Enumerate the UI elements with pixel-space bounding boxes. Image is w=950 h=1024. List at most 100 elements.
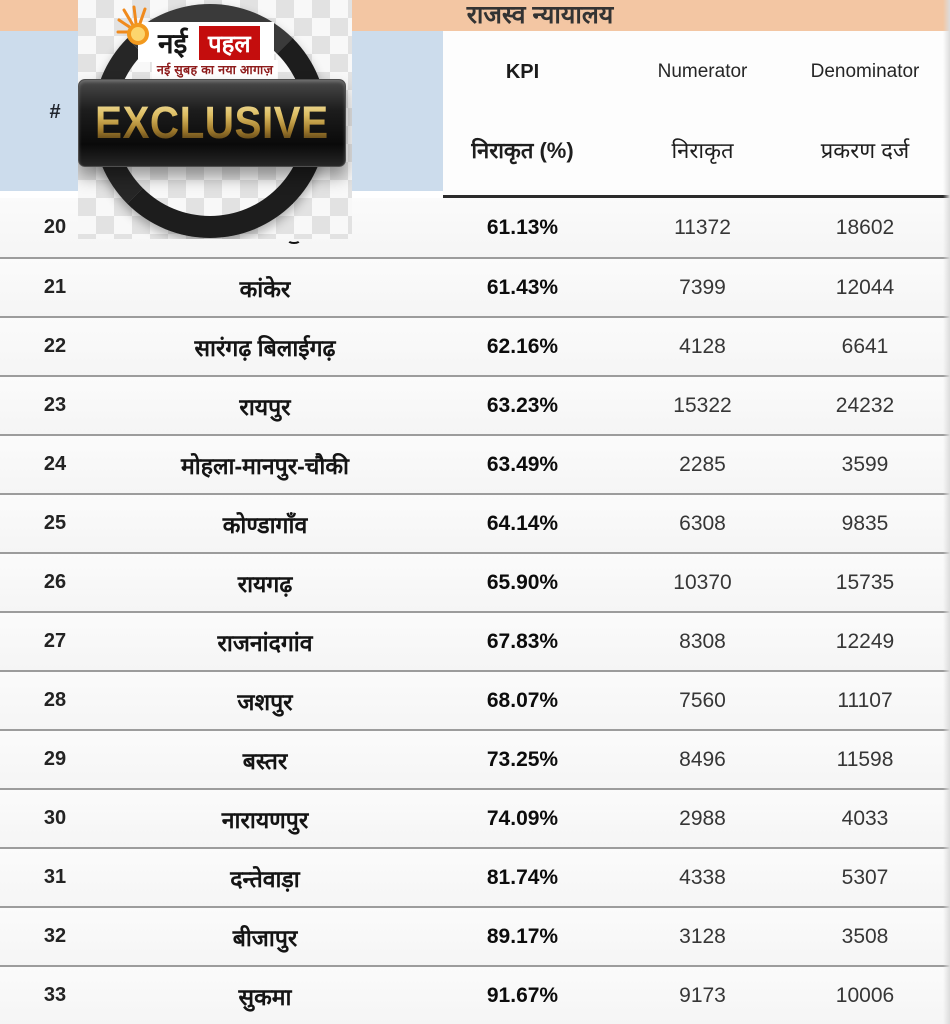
numerator-value: 6308 bbox=[679, 511, 726, 535]
row-index: 31 bbox=[43, 866, 67, 888]
kpi-value: 63.49% bbox=[486, 452, 559, 476]
numerator-value: 2285 bbox=[679, 452, 726, 476]
brand-word-primary: नई bbox=[158, 28, 188, 59]
district-name: राजनांदगांव bbox=[217, 629, 313, 656]
denominator-value: 12249 bbox=[835, 629, 895, 653]
denominator-column-header: Denominator bbox=[810, 61, 920, 82]
numerator-value: 7560 bbox=[679, 688, 726, 712]
watermark-stamp: नई पहल नई सुबह का नया आगाज़ EXCLUSIVE bbox=[78, 0, 352, 239]
district-name: कांकेर bbox=[239, 275, 291, 302]
header-right-panel bbox=[443, 31, 950, 198]
district-name: बीजापुर bbox=[232, 924, 298, 951]
denominator-value: 15735 bbox=[835, 570, 895, 594]
kpi-value: 62.16% bbox=[486, 334, 559, 358]
denominator-value: 3508 bbox=[841, 924, 889, 948]
table-row: 32 बीजापुर 89.17% 3128 3508 bbox=[0, 906, 950, 965]
numerator-value: 11372 bbox=[674, 215, 731, 239]
district-name: दन्तेवाड़ा bbox=[230, 865, 300, 892]
numerator-column-subheader: निराकृत bbox=[671, 138, 734, 163]
denominator-value: 6641 bbox=[841, 334, 889, 358]
numerator-value: 9173 bbox=[679, 983, 726, 1007]
denominator-value: 9835 bbox=[841, 511, 889, 535]
table-header: # KPI निराकृत (%) Numerator निराकृत Deno… bbox=[0, 31, 950, 198]
district-name: मोहला-मानपुर-चौकी bbox=[181, 452, 349, 479]
table-row: 21 कांकेर 61.43% 7399 12044 bbox=[0, 257, 950, 316]
denominator-column-subheader: प्रकरण दर्ज bbox=[820, 138, 910, 163]
denominator-value: 11107 bbox=[837, 688, 893, 712]
kpi-value: 74.09% bbox=[486, 806, 559, 830]
row-index: 32 bbox=[43, 925, 67, 947]
row-index: 25 bbox=[43, 512, 67, 534]
district-name: जशपुर bbox=[237, 688, 293, 715]
district-name: सारंगढ़ बिलाईगढ़ bbox=[194, 334, 336, 361]
table-row: 25 कोण्डागाँव 64.14% 6308 9835 bbox=[0, 493, 950, 552]
row-index: 30 bbox=[43, 807, 67, 829]
exclusive-banner: EXCLUSIVE bbox=[78, 79, 346, 167]
kpi-column-subheader: निराकृत (%) bbox=[471, 138, 574, 163]
row-index: 22 bbox=[43, 335, 67, 357]
table-row: 27 राजनांदगांव 67.83% 8308 12249 bbox=[0, 611, 950, 670]
table-row: 24 मोहला-मानपुर-चौकी 63.49% 2285 3599 bbox=[0, 434, 950, 493]
table-row: 23 रायपुर 63.23% 15322 24232 bbox=[0, 375, 950, 434]
index-column-header: # bbox=[49, 101, 61, 123]
denominator-value: 24232 bbox=[835, 393, 895, 417]
kpi-value: 61.43% bbox=[486, 275, 559, 299]
denominator-value: 10006 bbox=[835, 983, 895, 1007]
kpi-value: 67.83% bbox=[486, 629, 559, 653]
table-body: 20 61.13% 11372 18602 21 कांकेर 61.43% 7399 1204… bbox=[0, 198, 950, 1024]
kpi-value: 73.25% bbox=[486, 747, 559, 771]
table-row: 33 सुकमा 91.67% 9173 10006 bbox=[0, 965, 950, 1024]
denominator-value: 3599 bbox=[841, 452, 889, 476]
kpi-value: 81.74% bbox=[486, 865, 559, 889]
table-row: 22 सारंगढ़ बिलाईगढ़ 62.16% 4128 6641 bbox=[0, 316, 950, 375]
district-name: सुकमा bbox=[238, 983, 292, 1010]
table-row: 30 नारायणपुर 74.09% 2988 4033 bbox=[0, 788, 950, 847]
row-index: 33 bbox=[43, 984, 67, 1006]
table-row: 26 रायगढ़ 65.90% 10370 15735 bbox=[0, 552, 950, 611]
district-name: बस्तर bbox=[242, 747, 288, 774]
kpi-value: 65.90% bbox=[486, 570, 559, 594]
numerator-value: 8496 bbox=[679, 747, 726, 771]
numerator-value: 4338 bbox=[679, 865, 726, 889]
kpi-column-header: KPI bbox=[505, 61, 540, 83]
table-row: 31 दन्तेवाड़ा 81.74% 4338 5307 bbox=[0, 847, 950, 906]
kpi-value: 63.23% bbox=[486, 393, 559, 417]
kpi-value: 89.17% bbox=[486, 924, 559, 948]
numerator-value: 4128 bbox=[679, 334, 726, 358]
kpi-value: 61.13% bbox=[486, 215, 559, 239]
district-name: रायपुर bbox=[239, 393, 291, 420]
numerator-value: 10370 bbox=[673, 570, 732, 594]
numerator-value: 3128 bbox=[679, 924, 726, 948]
numerator-column-header: Numerator bbox=[657, 61, 748, 82]
row-index: 26 bbox=[43, 571, 67, 593]
numerator-value: 2988 bbox=[679, 806, 726, 830]
denominator-value: 18602 bbox=[835, 215, 895, 239]
denominator-value: 5307 bbox=[841, 865, 889, 889]
numerator-value: 8308 bbox=[679, 629, 726, 653]
row-index: 29 bbox=[43, 748, 67, 770]
sun-icon bbox=[116, 5, 149, 45]
row-index: 21 bbox=[43, 276, 67, 298]
denominator-value: 4033 bbox=[841, 806, 889, 830]
numerator-value: 7399 bbox=[679, 275, 726, 299]
table-row: 28 जशपुर 68.07% 7560 11107 bbox=[0, 670, 950, 729]
brand-word-box: पहल bbox=[199, 26, 260, 64]
kpi-value: 64.14% bbox=[486, 511, 559, 535]
page-title: राजस्व न्यायालय bbox=[466, 1, 614, 29]
row-index: 20 bbox=[43, 216, 67, 238]
denominator-value: 11598 bbox=[836, 747, 894, 771]
district-name: रायगढ़ bbox=[237, 570, 293, 597]
kpi-value: 91.67% bbox=[486, 983, 559, 1007]
kpi-value: 68.07% bbox=[486, 688, 559, 712]
row-index: 28 bbox=[43, 689, 67, 711]
numerator-value: 15322 bbox=[673, 393, 732, 417]
row-index: 27 bbox=[43, 630, 67, 652]
obscured-name-fragment bbox=[287, 236, 301, 244]
district-name: कोण्डागाँव bbox=[222, 511, 308, 538]
table-row: 29 बस्तर 73.25% 8496 11598 bbox=[0, 729, 950, 788]
row-index: 24 bbox=[43, 453, 67, 475]
exclusive-text: EXCLUSIVE bbox=[95, 97, 329, 148]
district-name: नारायणपुर bbox=[221, 806, 309, 833]
row-index: 23 bbox=[43, 394, 67, 416]
